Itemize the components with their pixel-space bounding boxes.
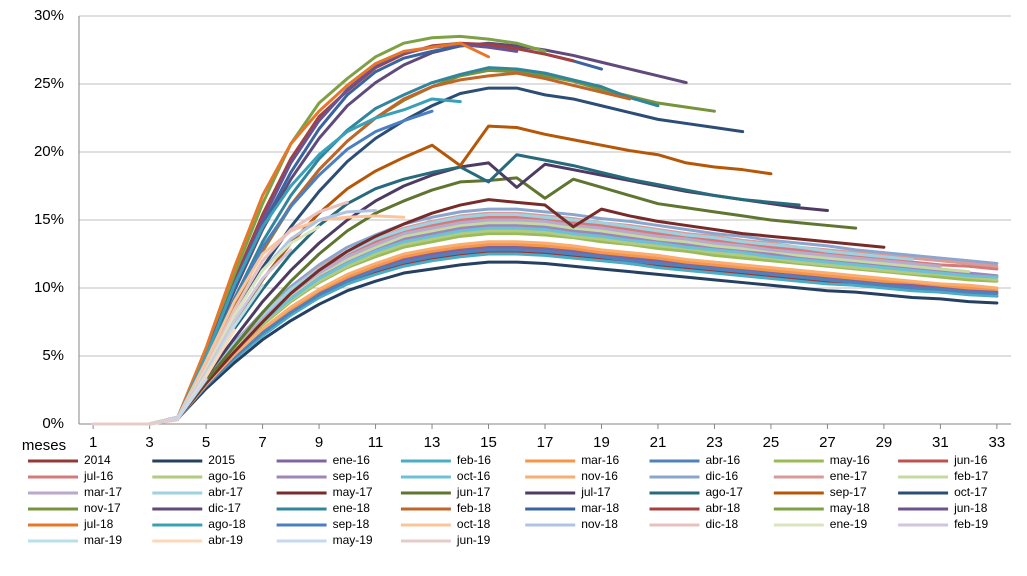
legend-label: 2015 — [208, 453, 235, 467]
legend-label: may-16 — [830, 453, 870, 467]
legend-label: nov-16 — [581, 469, 618, 483]
legend-label: mar-19 — [84, 533, 122, 547]
legend-label: may-18 — [830, 501, 870, 515]
legend-label: nov-17 — [84, 501, 121, 515]
legend-label: may-19 — [333, 533, 373, 547]
x-tick-label: 13 — [424, 434, 441, 451]
legend-label: jul-17 — [580, 485, 611, 499]
series-line — [91, 176, 858, 426]
legend: 2014 2015 ene-16 feb-16 mar-16 abr-16 may-16 ju… — [28, 453, 988, 547]
x-tick-label: 21 — [650, 434, 667, 451]
x-tick-label: 19 — [593, 434, 610, 451]
series-line — [91, 240, 999, 426]
series-line — [91, 213, 914, 426]
x-tick-label: 31 — [932, 434, 949, 451]
legend-label: ago-18 — [208, 517, 246, 531]
y-tick-label: 30% — [34, 7, 64, 24]
x-tick-label: 3 — [145, 434, 153, 451]
x-tick-label: 9 — [315, 434, 323, 451]
legend-label: abr-19 — [208, 533, 243, 547]
x-tick-label: 25 — [763, 434, 780, 451]
series-line — [91, 198, 886, 426]
legend-label: ene-16 — [333, 453, 371, 467]
legend-label: oct-17 — [954, 485, 988, 499]
legend-label: abr-17 — [208, 485, 243, 499]
legend-label: jun-19 — [456, 533, 491, 547]
legend-label: sep-17 — [830, 485, 867, 499]
legend-label: sep-18 — [333, 517, 370, 531]
x-tick-label: 33 — [989, 434, 1006, 451]
x-tick-label: 27 — [819, 434, 836, 451]
series-line — [91, 418, 180, 426]
y-tick-label: 10% — [34, 279, 64, 296]
series-lines — [91, 34, 999, 426]
y-tick-label: 5% — [42, 347, 64, 364]
legend-label: nov-18 — [581, 517, 618, 531]
legend-label: ago-17 — [706, 485, 744, 499]
legend-label: jun-18 — [953, 501, 988, 515]
x-tick-label: 11 — [368, 434, 384, 451]
series-line — [91, 260, 999, 426]
x-tick-label: 29 — [876, 434, 893, 451]
legend-label: 2014 — [84, 453, 111, 467]
x-tick-label: 5 — [202, 434, 210, 451]
y-tick-label: 0% — [42, 415, 64, 432]
x-tick-label: 15 — [480, 434, 497, 451]
legend-label: abr-16 — [706, 453, 741, 467]
x-tick-label: 7 — [258, 434, 266, 451]
legend-label: mar-18 — [581, 501, 619, 515]
series-line — [91, 248, 999, 426]
legend-label: jul-18 — [83, 517, 114, 531]
legend-label: feb-17 — [954, 469, 988, 483]
legend-label: dic-17 — [208, 501, 241, 515]
legend-label: feb-16 — [457, 453, 491, 467]
legend-label: ene-18 — [333, 501, 371, 515]
x-tick-label: 17 — [537, 434, 554, 451]
legend-label: oct-16 — [457, 469, 491, 483]
legend-label: jun-16 — [953, 453, 988, 467]
legend-label: mar-16 — [581, 453, 619, 467]
legend-label: ago-16 — [208, 469, 246, 483]
legend-label: feb-19 — [954, 517, 988, 531]
legend-label: ene-17 — [830, 469, 868, 483]
legend-label: jul-16 — [83, 469, 114, 483]
x-tick-label: 23 — [706, 434, 723, 451]
y-tick-label: 20% — [34, 143, 64, 160]
legend-label: feb-18 — [457, 501, 491, 515]
legend-label: mar-17 — [84, 485, 122, 499]
x-axis-label: meses — [22, 437, 66, 454]
legend-label: dic-18 — [706, 517, 739, 531]
legend-label: may-17 — [333, 485, 373, 499]
legend-label: ene-19 — [830, 517, 868, 531]
x-tick-label: 1 — [89, 434, 97, 451]
legend-label: sep-16 — [333, 469, 370, 483]
legend-label: oct-18 — [457, 517, 491, 531]
y-tick-label: 25% — [34, 75, 64, 92]
legend-label: dic-16 — [706, 469, 739, 483]
legend-label: jun-17 — [456, 485, 491, 499]
y-tick-label: 15% — [34, 211, 64, 228]
legend-label: abr-18 — [706, 501, 741, 515]
